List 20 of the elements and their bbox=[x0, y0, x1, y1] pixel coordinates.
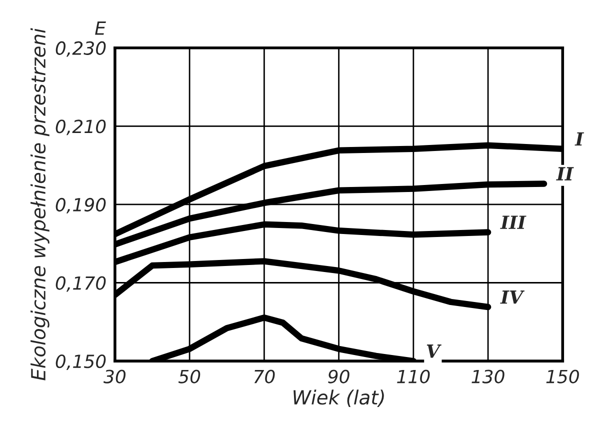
x-tick-label: 50 bbox=[178, 370, 200, 384]
y-axis-title: Ekologiczne wypełnienie przestrzeni bbox=[30, 28, 50, 380]
series-label: IV bbox=[500, 290, 525, 304]
x-tick-label: 30 bbox=[104, 370, 126, 384]
x-axis-title: Wiek (lat) bbox=[294, 390, 384, 407]
y-tick-label: 0,150 bbox=[56, 354, 106, 370]
x-tick-label: 110 bbox=[397, 370, 430, 384]
x-tick-label: 90 bbox=[328, 370, 350, 384]
x-tick-label: 150 bbox=[546, 370, 579, 384]
x-tick-label: 70 bbox=[254, 370, 275, 384]
text: E bbox=[95, 22, 106, 35]
series-label: III bbox=[500, 216, 526, 229]
series-label: I bbox=[574, 132, 584, 146]
y-tick-label: 0,210 bbox=[56, 120, 106, 136]
x-tick-label: 130 bbox=[472, 370, 504, 384]
y-tick-label: 0,230 bbox=[56, 41, 106, 57]
y-tick-label: 0,190 bbox=[56, 198, 106, 214]
series-label: V bbox=[426, 344, 442, 358]
y-tick-label: 0,170 bbox=[56, 276, 106, 292]
series-label: II bbox=[556, 167, 574, 180]
